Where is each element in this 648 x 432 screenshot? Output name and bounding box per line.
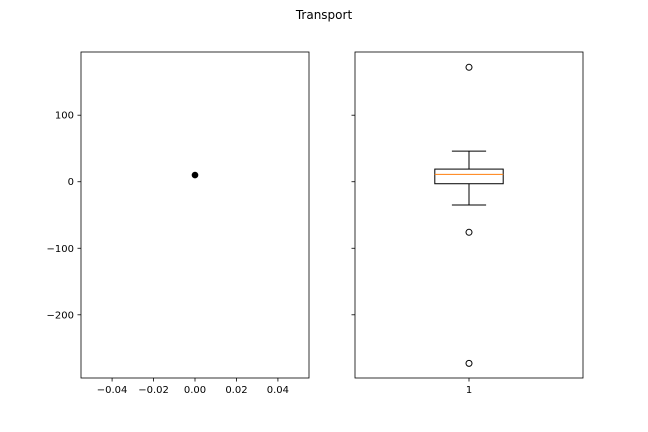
x-tick-label: 0.00 [184, 385, 206, 396]
y-tick-label: −200 [47, 310, 74, 321]
y-tick-label: 0 [68, 177, 74, 188]
right-boxplot-axes: 1 [351, 51, 584, 396]
x-tick-label: 0.02 [225, 385, 247, 396]
left-scatter-axes: −0.04 −0.02 0.00 0.02 0.04 100 0 −100 −200 [47, 51, 310, 396]
outlier-point [465, 63, 473, 71]
x-tick-label: −0.02 [138, 385, 169, 396]
scatter-point [191, 171, 199, 179]
x-tick-label: −0.04 [97, 385, 128, 396]
y-tick-label: −100 [47, 244, 74, 255]
figure-title: Transport [295, 8, 353, 22]
x-tick-label: 0.04 [267, 385, 289, 396]
outlier-point [465, 228, 473, 236]
x-tick-label: 1 [466, 385, 472, 396]
outlier-point [465, 359, 473, 367]
y-tick-label: 100 [55, 111, 74, 122]
box-iqr [434, 168, 504, 185]
